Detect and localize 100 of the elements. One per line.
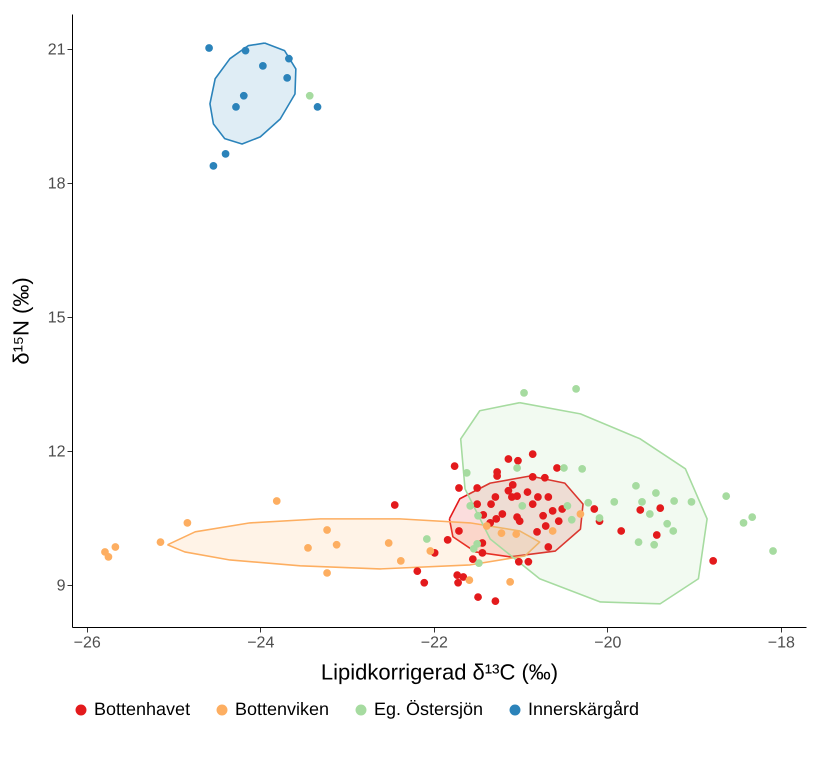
point [544, 493, 552, 501]
point [455, 527, 463, 535]
point [584, 498, 592, 507]
x-tick-label: −22 [420, 634, 448, 652]
x-tick-label: −24 [247, 634, 274, 652]
point [272, 497, 281, 505]
point [590, 505, 598, 513]
y-tick-label: 18 [48, 175, 66, 192]
x-tick-label: −20 [594, 634, 622, 652]
point [516, 517, 524, 525]
point [422, 535, 431, 543]
point [470, 544, 478, 553]
point [748, 513, 756, 521]
point [740, 519, 748, 527]
point [709, 557, 718, 565]
point [524, 488, 532, 496]
point [104, 552, 112, 561]
x-tick-label: −18 [768, 634, 796, 652]
point [232, 103, 240, 111]
point [384, 539, 393, 547]
point [390, 501, 399, 509]
y-tick-label: 9 [56, 578, 66, 594]
point [498, 510, 506, 518]
point [420, 578, 428, 587]
y-axis-title: δ¹⁵N (‰) [8, 277, 34, 365]
point [304, 544, 312, 552]
point [652, 489, 660, 497]
point [459, 573, 468, 581]
point [576, 510, 584, 518]
point [539, 512, 547, 520]
point [650, 540, 658, 549]
point [413, 567, 422, 576]
legend-label: Eg. Östersjön [374, 699, 484, 719]
point [474, 512, 482, 520]
point [513, 492, 521, 500]
point [444, 536, 452, 544]
point [210, 162, 218, 170]
point [473, 500, 482, 508]
point [323, 569, 331, 577]
point [548, 527, 557, 535]
legend-label: Innerskärgård [528, 699, 640, 719]
point [636, 506, 644, 514]
point [492, 597, 500, 605]
point [663, 520, 672, 528]
point [462, 468, 471, 477]
point [473, 484, 482, 492]
point [564, 502, 572, 510]
point [634, 538, 642, 546]
point [572, 384, 580, 393]
point [638, 498, 646, 506]
point [596, 514, 604, 522]
point [578, 464, 586, 473]
point [670, 497, 678, 505]
point [242, 46, 250, 54]
point [498, 529, 506, 538]
point [468, 555, 477, 563]
point [542, 522, 550, 530]
point [769, 547, 777, 555]
point [722, 492, 730, 500]
point [450, 462, 458, 470]
point [306, 92, 314, 100]
point [285, 54, 293, 63]
point [534, 493, 542, 501]
point [560, 464, 568, 472]
point [514, 558, 523, 566]
point [259, 62, 267, 70]
point [548, 506, 557, 515]
point [508, 481, 517, 489]
legend-label: Bottenviken [235, 699, 330, 719]
y-tick-label: 15 [48, 309, 66, 326]
point [513, 464, 521, 472]
point [492, 515, 500, 523]
point [478, 548, 486, 557]
point [610, 498, 618, 506]
point [504, 455, 512, 463]
point [518, 502, 526, 510]
point [506, 578, 514, 586]
point [520, 389, 528, 397]
point [617, 527, 626, 535]
point [112, 543, 120, 551]
point [533, 528, 541, 536]
point [554, 517, 563, 525]
point [568, 516, 576, 524]
x-tick-label: −26 [74, 634, 101, 652]
point [314, 103, 322, 111]
point [323, 526, 331, 534]
point [656, 504, 664, 512]
point [652, 531, 661, 539]
point [492, 493, 500, 501]
point [426, 547, 434, 555]
point [514, 456, 522, 465]
point [524, 558, 532, 566]
point [540, 474, 549, 482]
point [184, 519, 192, 527]
point [512, 530, 520, 538]
point [454, 578, 462, 587]
point [482, 522, 491, 530]
point [646, 510, 654, 518]
point [528, 500, 537, 508]
point [332, 540, 340, 549]
